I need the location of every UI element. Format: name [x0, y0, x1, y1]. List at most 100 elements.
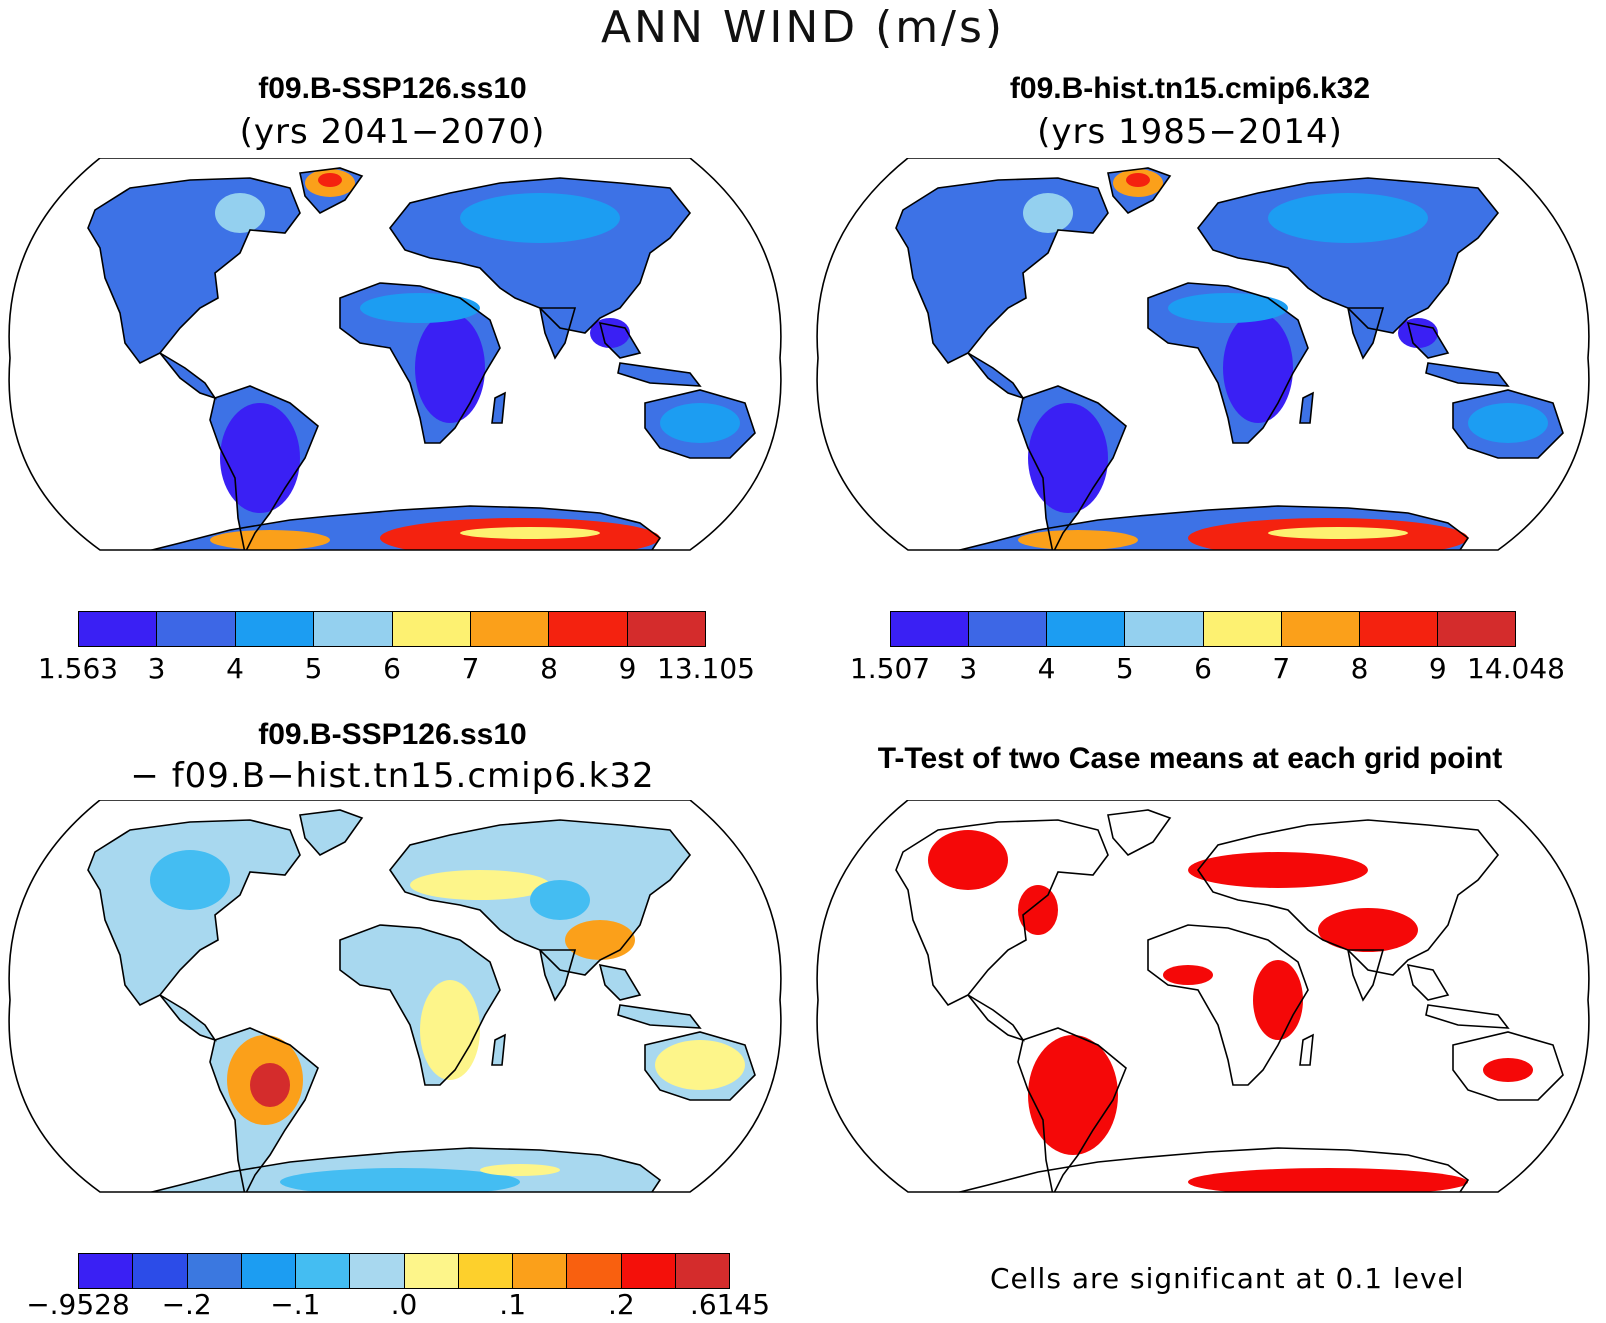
colorbar-case2-labels: 1.507 3 4 5 6 7 8 9 14.048 [850, 652, 1565, 686]
colorbar-tick-label: 13.105 [657, 652, 755, 685]
colorbar-swatch [891, 612, 970, 646]
wind-band-antarctica [460, 527, 600, 539]
map-case1 [8, 158, 782, 551]
coastline-namerica [895, 177, 1109, 365]
colorbar-tick-label: .1 [499, 1288, 527, 1321]
land-india [1348, 950, 1383, 1000]
colorbar-case1-labels: 1.563 3 4 5 6 7 8 9 13.105 [38, 652, 755, 686]
figure-title: ANN WIND (m/s) [600, 2, 1006, 53]
decrease-central-asia [530, 880, 590, 920]
coastline-samerica [1017, 385, 1127, 550]
light-wind-hudson [215, 193, 265, 233]
panel4-title: T-Test of two Case means at each grid po… [877, 742, 1503, 775]
map-difference [8, 800, 782, 1193]
coastline-africa [339, 282, 501, 444]
land-camerica [968, 995, 1023, 1040]
coastline-india [539, 949, 577, 1002]
high-wind-greenland-core [318, 173, 342, 187]
colorbar-tick-label: .2 [607, 1288, 635, 1321]
colorbar-tick-label: 7 [461, 652, 480, 685]
colorbar-tick-label: 7 [1272, 652, 1291, 685]
map-frame [8, 158, 782, 551]
colorbar-swatch [392, 612, 471, 646]
colorbar-swatch [133, 1254, 188, 1288]
coastline-samerica [1017, 1027, 1127, 1192]
land-india [540, 950, 575, 1000]
decrease-north-america [150, 850, 230, 910]
colorbar-swatch [675, 1254, 729, 1288]
low-wind-south-america [220, 403, 300, 513]
panel3-title: f09.B-SSP126.ss10 [258, 718, 527, 751]
colorbar-swatch [79, 1254, 134, 1288]
significant-eastern-us [1018, 885, 1058, 935]
coastline-madagascar [491, 391, 506, 424]
colorbar-tick-label: 4 [226, 652, 244, 685]
coastline-indonesia [1425, 1004, 1510, 1029]
high-wind-antarctic-peninsula [210, 530, 330, 550]
light-wind-hudson [1023, 193, 1073, 233]
coastline-seasia [598, 321, 642, 359]
coastline-india [1347, 949, 1385, 1002]
colorbar-tick-label: 1.507 [849, 652, 931, 685]
land-seasia [1408, 965, 1448, 1000]
land-indonesia [1426, 1005, 1508, 1028]
coastline-africa [1147, 924, 1309, 1086]
panel2-subtitle: (yrs 1985−2014) [1037, 112, 1343, 152]
coastline-antarctica [947, 505, 1470, 550]
increase-amazon [250, 1063, 290, 1107]
map-content [87, 809, 756, 1192]
coastline-australia [644, 389, 756, 459]
colorbar-swatch [1047, 612, 1126, 646]
colorbar-tick-label: .0 [390, 1288, 418, 1321]
colorbar-tick-label: 3 [147, 652, 166, 685]
colorbar-difference [78, 1253, 730, 1289]
colorbar-swatch [513, 1254, 568, 1288]
colorbar-swatch [1125, 612, 1204, 646]
moderate-wind-sahara [360, 293, 480, 323]
land-namerica [88, 820, 300, 1005]
coastline-india [1347, 307, 1385, 360]
land-camerica [160, 995, 215, 1040]
map-significance [816, 800, 1590, 1193]
land-indonesia [618, 1005, 700, 1028]
colorbar-swatch [350, 1254, 405, 1288]
coastline-greenland [1107, 167, 1172, 214]
colorbar-tick-label: −.1 [270, 1288, 321, 1321]
coastline-australia [644, 1031, 756, 1101]
colorbar-tick-label: 5 [304, 652, 323, 685]
colorbar-swatch [549, 612, 628, 646]
colorbar-tick-label: 6 [383, 652, 401, 685]
coastline-greenland [299, 167, 364, 214]
coastline-india [539, 307, 577, 360]
significant-east-africa [1253, 960, 1303, 1040]
colorbar-swatch [296, 1254, 351, 1288]
moderate-wind-siberia [1268, 193, 1428, 243]
increase-australia [655, 1040, 745, 1090]
colorbar-swatch [314, 612, 393, 646]
land-greenland [1108, 810, 1170, 855]
increase-antarctica [480, 1164, 560, 1176]
moderate-wind-siberia [460, 193, 620, 243]
decrease-antarctica [280, 1168, 520, 1192]
significance-note: Cells are significant at 0.1 level [990, 1262, 1465, 1295]
coastline-eurasia [389, 819, 692, 976]
colorbar-tick-label: 6 [1194, 652, 1212, 685]
coastline-madagascar [1299, 391, 1314, 424]
increase-south-asia [565, 920, 635, 960]
high-wind-greenland-core [1126, 173, 1150, 187]
colorbar-difference-labels: −.9528 −.2 −.1 .0 .1 .2 .6145 [26, 1288, 770, 1322]
moderate-wind-australia [1468, 403, 1548, 443]
coastline-namerica [87, 819, 301, 1007]
land-india [1348, 308, 1383, 358]
colorbar-swatch [1281, 612, 1360, 646]
moderate-wind-australia [660, 403, 740, 443]
colorbar-swatch [621, 1254, 676, 1288]
land-camerica [160, 353, 215, 398]
map-case2 [816, 158, 1590, 551]
colorbar-case2 [890, 611, 1516, 647]
colorbar-case1 [78, 611, 706, 647]
coastline-indonesia [617, 1004, 702, 1029]
coastline-indonesia [1425, 362, 1510, 387]
coastline-eurasia [389, 177, 692, 334]
coastline-madagascar [491, 1033, 506, 1066]
